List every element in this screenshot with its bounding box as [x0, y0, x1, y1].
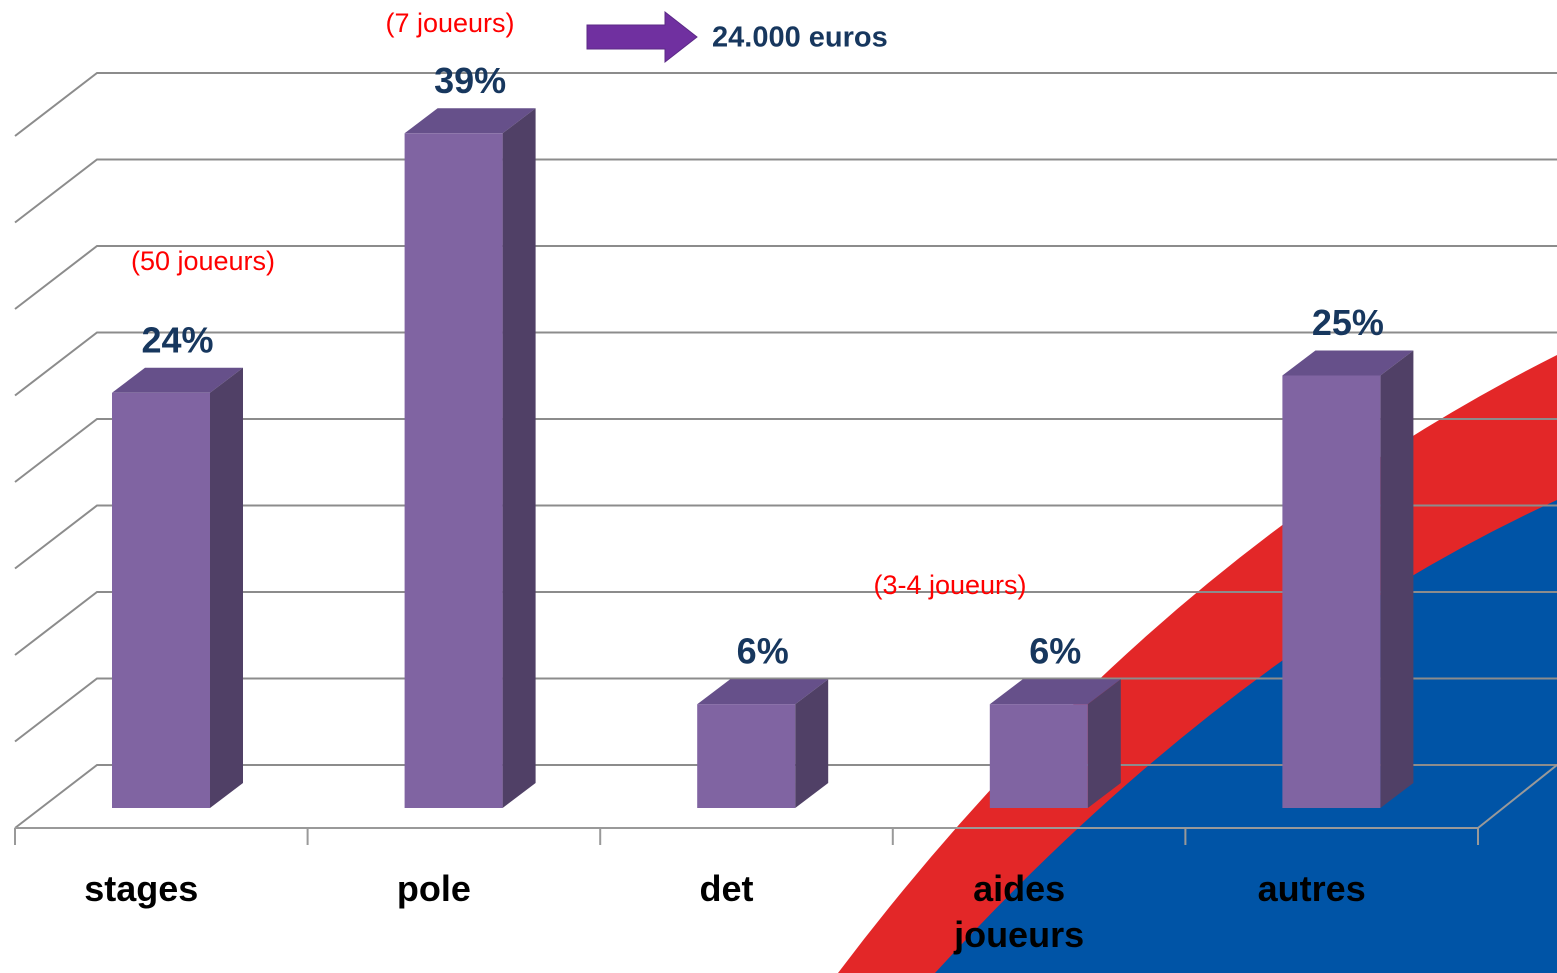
bar: [697, 704, 795, 808]
annotation: 24.000 euros: [712, 22, 888, 54]
x-tick-label: autres: [1227, 866, 1397, 912]
grid-line: [15, 160, 1557, 223]
arrow: [587, 12, 697, 62]
x-tick-label: aides joueurs: [934, 866, 1104, 958]
value-label: 6%: [737, 631, 789, 672]
annotation: (3-4 joueurs): [873, 570, 1026, 600]
bar: [405, 133, 503, 808]
value-label: 24%: [141, 319, 213, 360]
bar: [990, 704, 1088, 808]
grid-line: [15, 73, 1557, 136]
annotation: (7 joueurs): [385, 8, 514, 38]
value-label: 25%: [1312, 302, 1384, 343]
value-label: 39%: [434, 60, 506, 101]
bar-side: [503, 108, 536, 808]
value-label: 6%: [1029, 631, 1081, 672]
bar-side: [1380, 351, 1413, 809]
slide: (7 joueurs) 24.000 euros (50 joueurs) (3…: [0, 0, 1557, 973]
bar: [1282, 376, 1380, 809]
x-tick-label: det: [642, 866, 812, 912]
x-tick-label: pole: [349, 866, 519, 912]
x-tick-label: stages: [56, 866, 226, 912]
annotation: (50 joueurs): [131, 246, 275, 276]
bar: [112, 393, 210, 808]
chart: (7 joueurs) 24.000 euros (50 joueurs) (3…: [0, 0, 1557, 973]
bar-side: [210, 368, 243, 808]
